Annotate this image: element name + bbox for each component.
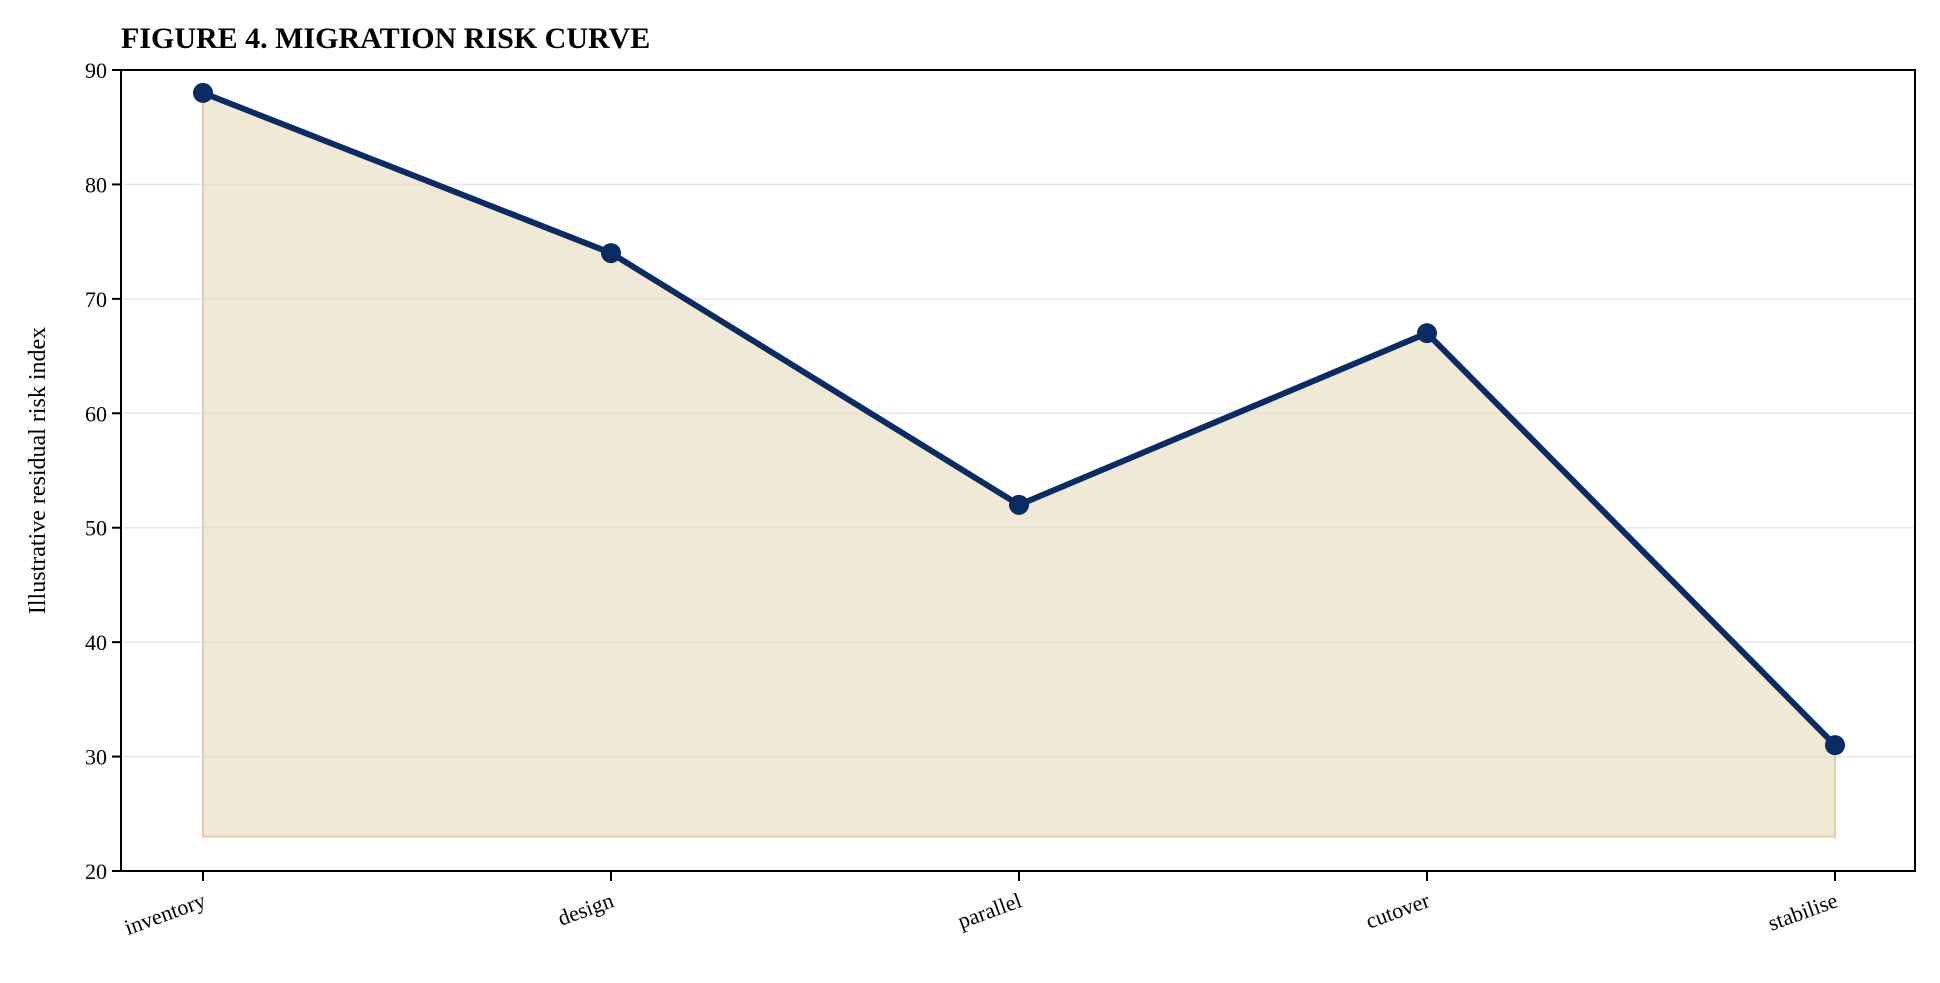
x-tick-label-inventory: inventory: [121, 887, 209, 939]
data-point-cutover: [1417, 323, 1437, 344]
y-tick-label-90: 90: [85, 58, 107, 83]
points-layer: [193, 82, 1845, 756]
y-tick-label-20: 20: [85, 859, 107, 884]
y-tick-label-40: 40: [85, 630, 107, 655]
y-axis-ticks: 20 30 40 50 60 70 80 90: [85, 58, 121, 884]
data-point-design: [601, 243, 621, 264]
y-tick-label-50: 50: [85, 516, 107, 541]
data-point-parallel: [1009, 494, 1029, 515]
x-tick-label-stabilise: stabilise: [1765, 887, 1841, 935]
data-point-inventory: [193, 82, 213, 103]
x-tick-label-parallel: parallel: [954, 887, 1025, 933]
y-tick-label-70: 70: [85, 287, 107, 312]
x-axis-ticks: inventory design parallel cutover stabilise: [121, 871, 1841, 940]
y-tick-label-60: 60: [85, 401, 107, 426]
risk-area: [202, 91, 1836, 838]
x-tick-label-design: design: [554, 887, 617, 930]
y-tick-label-80: 80: [85, 172, 107, 197]
x-tick-label-cutover: cutover: [1362, 887, 1433, 933]
y-axis-label: Illustrative residual risk index: [25, 327, 51, 614]
chart-title: FIGURE 4. MIGRATION RISK CURVE: [121, 22, 650, 55]
y-tick-label-30: 30: [85, 745, 107, 770]
data-point-stabilise: [1825, 735, 1845, 756]
area-layer: [202, 91, 1836, 838]
